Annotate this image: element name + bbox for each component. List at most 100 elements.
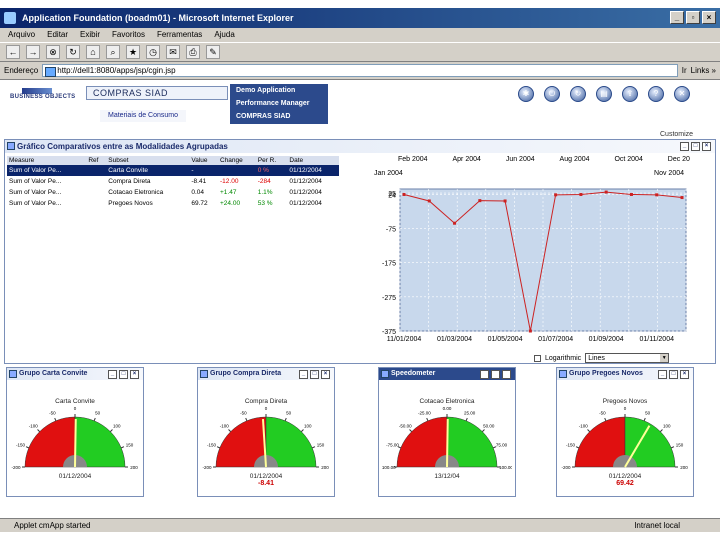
- go-button[interactable]: Ir: [681, 66, 687, 75]
- data-point[interactable]: [453, 221, 457, 225]
- gauge-tick-label: -25.00: [418, 410, 431, 415]
- customize-link[interactable]: Customize: [660, 131, 694, 138]
- address-input[interactable]: http://dell1:8080/apps/jsp/cgin.jsp: [42, 64, 678, 77]
- data-point[interactable]: [402, 192, 406, 196]
- panel-close-button[interactable]: ×: [502, 370, 511, 379]
- table-row[interactable]: Sum of Valor Pe... Cotacao Eletronica 0.04…: [7, 187, 339, 198]
- close-app-icon[interactable]: ✕: [674, 86, 690, 102]
- mail-icon[interactable]: ✉: [166, 45, 180, 59]
- panel-close-button[interactable]: ×: [680, 370, 689, 379]
- menu-favoritos[interactable]: Favoritos: [112, 30, 145, 39]
- data-point[interactable]: [503, 199, 507, 203]
- forward-icon[interactable]: →: [26, 45, 40, 59]
- table-row[interactable]: Sum of Valor Pe... Pregoes Novos 69.72 +24.…: [7, 198, 339, 209]
- nav-performance-manager[interactable]: Performance Manager: [236, 100, 310, 107]
- data-point[interactable]: [478, 199, 482, 203]
- x-tick-label: 01/07/2004: [538, 336, 573, 343]
- favorites-icon[interactable]: ★: [126, 45, 140, 59]
- table-row[interactable]: Sum of Valor Pe... Compra Direta -8.41 -12.…: [7, 176, 339, 187]
- data-point[interactable]: [528, 329, 532, 333]
- power-icon[interactable]: ⏻: [544, 86, 560, 102]
- data-point[interactable]: [629, 192, 633, 196]
- menu-editar[interactable]: Editar: [47, 30, 69, 39]
- table-row[interactable]: Sum of Valor Pe... Carta Convite - 0 % 01/12…: [7, 165, 339, 176]
- panel-minimize-button[interactable]: _: [680, 142, 689, 151]
- col-per[interactable]: Per R.: [255, 156, 288, 165]
- panel-maximize-button[interactable]: □: [669, 370, 678, 379]
- panel-minimize-button[interactable]: _: [299, 370, 308, 379]
- submenu-link[interactable]: Materiais de Consumo: [100, 110, 186, 122]
- refresh-icon[interactable]: ↻: [66, 45, 80, 59]
- nav-compras-siad[interactable]: COMPRAS SIAD: [236, 113, 291, 120]
- gauge-tick-label: 75.00: [496, 442, 508, 447]
- cell-change: [218, 165, 256, 176]
- panel-close-button[interactable]: ×: [321, 370, 330, 379]
- gauge-panel-title: Grupo Compra Direta _ □ ×: [198, 368, 334, 380]
- panel-minimize-button[interactable]: _: [658, 370, 667, 379]
- stop-icon[interactable]: ⊗: [46, 45, 60, 59]
- chart-panel-title-text: Gráfico Comparativos entre as Modalidade…: [17, 142, 228, 151]
- panel-close-button[interactable]: ×: [702, 142, 711, 151]
- panel-maximize-button[interactable]: □: [691, 142, 700, 151]
- home-icon[interactable]: ⌂: [86, 45, 100, 59]
- links-button[interactable]: Links »: [690, 66, 716, 75]
- gauge-panel: Grupo Carta Convite _ □ × Carta Convite -200-…: [6, 367, 144, 497]
- settings-icon[interactable]: ✱: [518, 86, 534, 102]
- panel-minimize-button[interactable]: _: [480, 370, 489, 379]
- data-point[interactable]: [680, 196, 684, 200]
- col-ref[interactable]: Ref: [86, 156, 107, 165]
- print-icon[interactable]: ⎙: [186, 45, 200, 59]
- col-measure[interactable]: Measure: [7, 156, 87, 165]
- col-change[interactable]: Change: [218, 156, 256, 165]
- gauge-tick-label: 0: [624, 406, 627, 411]
- search-icon[interactable]: ⌕: [106, 45, 120, 59]
- panel-maximize-button[interactable]: □: [119, 370, 128, 379]
- close-button[interactable]: ×: [702, 11, 716, 24]
- edit-icon[interactable]: ✎: [206, 45, 220, 59]
- logarithmic-checkbox[interactable]: [534, 354, 541, 362]
- cell-change: +1.47: [220, 189, 237, 196]
- gauge-tick-label: -75.00: [386, 442, 399, 447]
- data-point[interactable]: [427, 199, 431, 203]
- x-tick-label: 11/01/2004: [387, 336, 422, 343]
- data-point[interactable]: [604, 190, 608, 194]
- panel-minimize-button[interactable]: _: [108, 370, 117, 379]
- help-icon[interactable]: ?: [648, 86, 664, 102]
- gauge-tick: [482, 429, 485, 432]
- menu-exibir[interactable]: Exibir: [80, 30, 101, 39]
- data-point[interactable]: [655, 193, 659, 197]
- x-tick-label: 01/11/2004: [639, 336, 674, 343]
- cell-date: 01/12/2004: [289, 178, 322, 185]
- data-point[interactable]: [554, 193, 558, 197]
- col-value[interactable]: Value: [189, 156, 218, 165]
- back-icon[interactable]: ←: [6, 45, 20, 59]
- menu-ajuda[interactable]: Ajuda: [214, 30, 235, 39]
- panel-close-button[interactable]: ×: [130, 370, 139, 379]
- panel-maximize-button[interactable]: □: [310, 370, 319, 379]
- minimize-button[interactable]: _: [670, 11, 684, 24]
- gauge-title-text: Grupo Compra Direta: [210, 370, 282, 377]
- ie-icon: [4, 12, 16, 24]
- menu-ferramentas[interactable]: Ferramentas: [156, 30, 203, 39]
- header-icons: ✱ ⏻ ↻ ▤ ⇪ ? ✕: [518, 86, 690, 102]
- gauge-date: 01/12/2004: [249, 473, 283, 480]
- data-point[interactable]: [579, 192, 583, 196]
- export-icon[interactable]: ⇪: [622, 86, 638, 102]
- col-date[interactable]: Date: [287, 156, 339, 165]
- history-icon[interactable]: ◷: [146, 45, 160, 59]
- gauge-tick-label: 50.00: [483, 423, 495, 428]
- document-icon[interactable]: ▤: [596, 86, 612, 102]
- range-end[interactable]: Nov 2004: [654, 170, 684, 177]
- gauge-value: 69.42: [616, 480, 634, 487]
- gauge-date: 13/12/04: [434, 473, 460, 480]
- refresh-app-icon[interactable]: ↻: [570, 86, 586, 102]
- gauge-tick-label: 50: [95, 410, 101, 415]
- chart-style-select[interactable]: Lines: [585, 353, 670, 363]
- col-subset[interactable]: Subset: [106, 156, 190, 165]
- gauge-tick: [604, 417, 607, 421]
- range-start[interactable]: Jan 2004: [374, 170, 403, 177]
- panel-maximize-button[interactable]: □: [491, 370, 500, 379]
- restore-button[interactable]: ▫: [686, 11, 700, 24]
- nav-demo-application[interactable]: Demo Application: [236, 87, 296, 94]
- menu-arquivo[interactable]: Arquivo: [8, 30, 36, 39]
